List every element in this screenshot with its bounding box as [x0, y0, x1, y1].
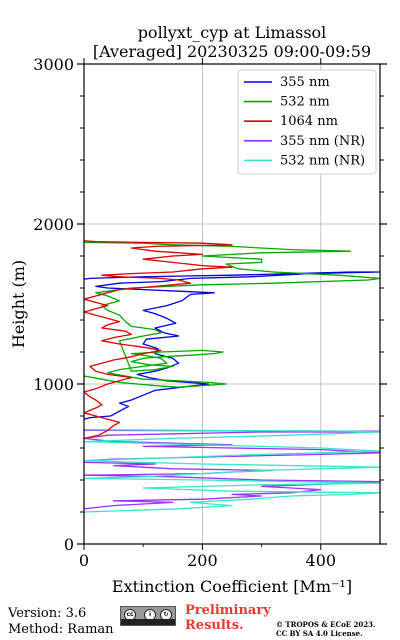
y-tick-label: 1000: [33, 375, 74, 394]
series-line-355-nm: [84, 271, 380, 420]
legend-label: 355 nm (NR): [280, 134, 365, 149]
chart-title: pollyxt_cyp at Limassol: [138, 23, 327, 42]
legend-box: [237, 69, 377, 175]
series-group: [84, 240, 380, 513]
y-tick-label: 3000: [33, 55, 74, 74]
series-line-532-nm: [84, 241, 380, 388]
preliminary-notice: Preliminary Results.: [185, 603, 271, 633]
series-line-355-nm-nr: [84, 429, 380, 510]
series-line-532-nm-nr: [84, 428, 380, 513]
method-text: Method: Raman: [8, 622, 114, 637]
x-axis-label: Extinction Coefficient [Mm⁻¹]: [112, 577, 352, 596]
y-tick-label: 2000: [33, 215, 74, 234]
legend-label: 532 nm (NR): [280, 153, 365, 168]
chart-subtitle: [Averaged] 20230325 09:00-09:59: [93, 42, 371, 61]
extinction-profile-chart: pollyxt_cyp at Limassol [Averaged] 20230…: [9, 23, 387, 596]
x-tick-label: 0: [79, 551, 89, 570]
legend: 355 nm 532 nm 1064 nm 355 nm (NR) 532 nm (NR…: [237, 69, 377, 175]
cc-icon: cc: [124, 609, 136, 621]
legend-label: 532 nm: [280, 95, 330, 110]
legend-label: 1064 nm: [280, 114, 338, 129]
series-line-1064-nm: [84, 240, 233, 440]
y-tick-label: 0: [64, 535, 74, 554]
copyright-text: © TROPOS & ECoE 2023.: [276, 620, 376, 629]
x-tick-label: 200: [187, 551, 218, 570]
version-text: Version: 3.6: [8, 606, 87, 621]
cc-badge-band: [121, 619, 175, 625]
legend-label: 355 nm: [280, 75, 330, 90]
x-tick-label: 400: [306, 551, 337, 570]
y-axis-label: Height (m): [9, 260, 28, 348]
plot-frame: [83, 63, 381, 545]
axis-ticks: 0 200 400 0 1000 2000 3000: [33, 55, 387, 570]
cc-license-badge: cc i ↻: [120, 606, 176, 626]
license-text: CC BY SA 4.0 License.: [276, 629, 363, 638]
version-info: Version: 3.6 Method: Raman: [8, 606, 114, 638]
preliminary-line-2: Results.: [185, 618, 244, 633]
preliminary-line-1: Preliminary: [185, 603, 271, 618]
license-notice: © TROPOS & ECoE 2023. CC BY SA 4.0 Licen…: [276, 620, 375, 638]
